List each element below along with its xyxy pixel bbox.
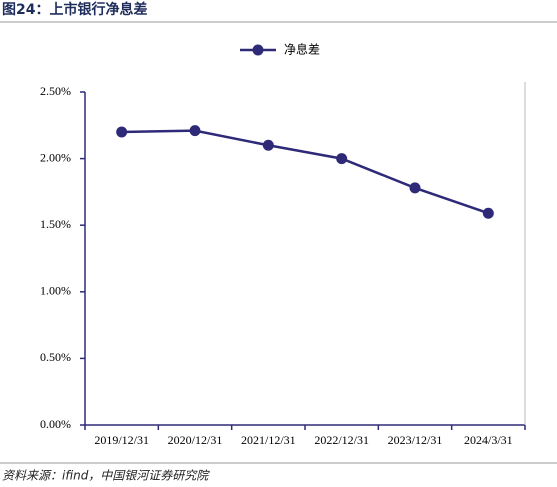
legend-label: 净息差 bbox=[284, 42, 320, 57]
x-tick-label: 2020/12/31 bbox=[168, 433, 223, 447]
data-point bbox=[409, 182, 421, 194]
y-tick-label: 2.50% bbox=[40, 84, 71, 98]
data-point bbox=[336, 153, 348, 165]
y-tick-label: 0.50% bbox=[40, 350, 71, 364]
y-tick-label: 1.50% bbox=[40, 217, 71, 231]
x-tick-label: 2019/12/31 bbox=[94, 433, 149, 447]
source-note: 资料来源：ifind，中国银河证券研究院 bbox=[2, 469, 210, 483]
x-tick-label: 2023/12/31 bbox=[388, 433, 443, 447]
y-tick-label: 0.00% bbox=[40, 417, 71, 431]
y-tick-label: 2.00% bbox=[40, 150, 71, 164]
data-point bbox=[116, 126, 128, 138]
data-line bbox=[121, 129, 489, 215]
legend-marker bbox=[252, 44, 264, 56]
x-tick-label: 2024/3/31 bbox=[464, 433, 513, 447]
y-tick-label: 1.00% bbox=[40, 284, 71, 298]
x-tick-label: 2022/12/31 bbox=[314, 433, 369, 447]
chart-title: 图24：上市银行净息差 bbox=[2, 1, 147, 18]
data-point bbox=[482, 207, 494, 219]
data-point bbox=[262, 139, 274, 151]
data-point bbox=[189, 125, 201, 137]
x-tick-label: 2021/12/31 bbox=[241, 433, 296, 447]
